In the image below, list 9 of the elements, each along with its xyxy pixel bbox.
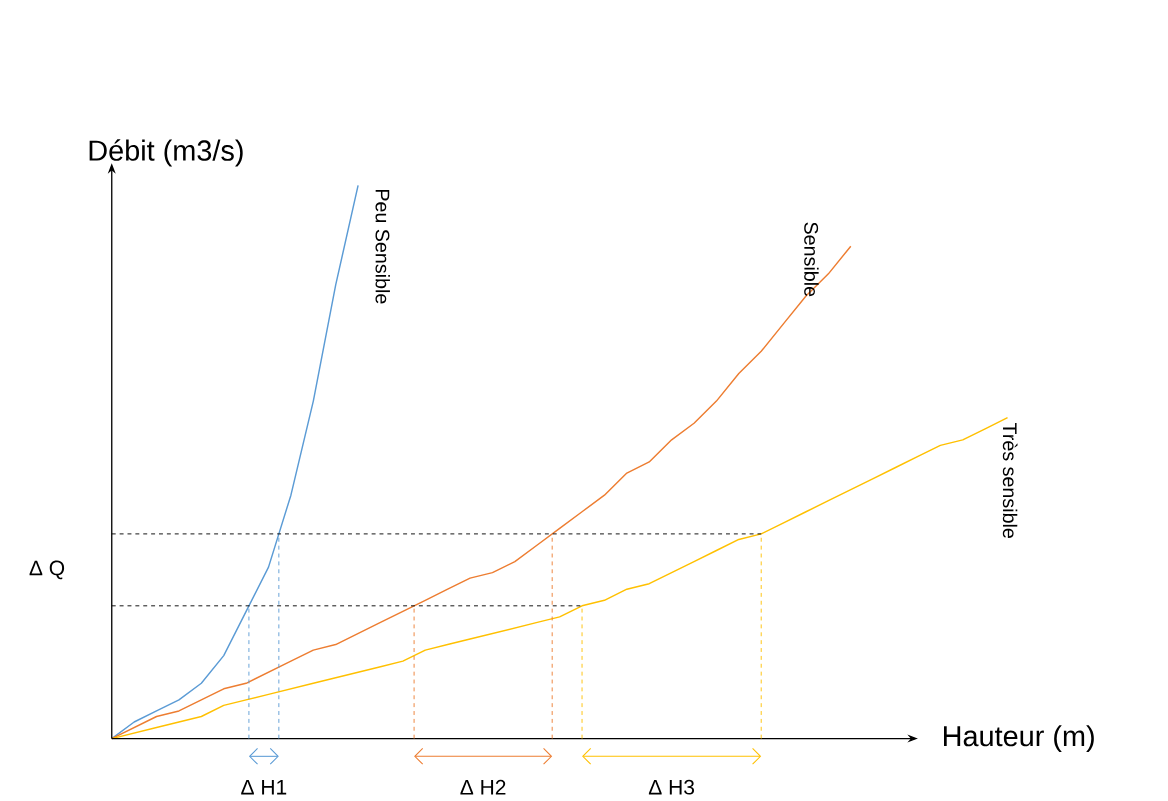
- text: Peu Sensible: [375, 190, 390, 304]
- text: Δ Q: [29, 560, 65, 580]
- text: Δ H1: [241, 780, 287, 795]
- text: Très sensible: [1002, 423, 1018, 539]
- text: Δ H2: [460, 780, 506, 795]
- x-axis-title: Hauteur (m): [944, 725, 1094, 753]
- text: Sensible: [804, 222, 819, 297]
- y-axis-title: Débit (m3/s): [89, 139, 243, 167]
- text: Δ H3: [648, 779, 695, 795]
